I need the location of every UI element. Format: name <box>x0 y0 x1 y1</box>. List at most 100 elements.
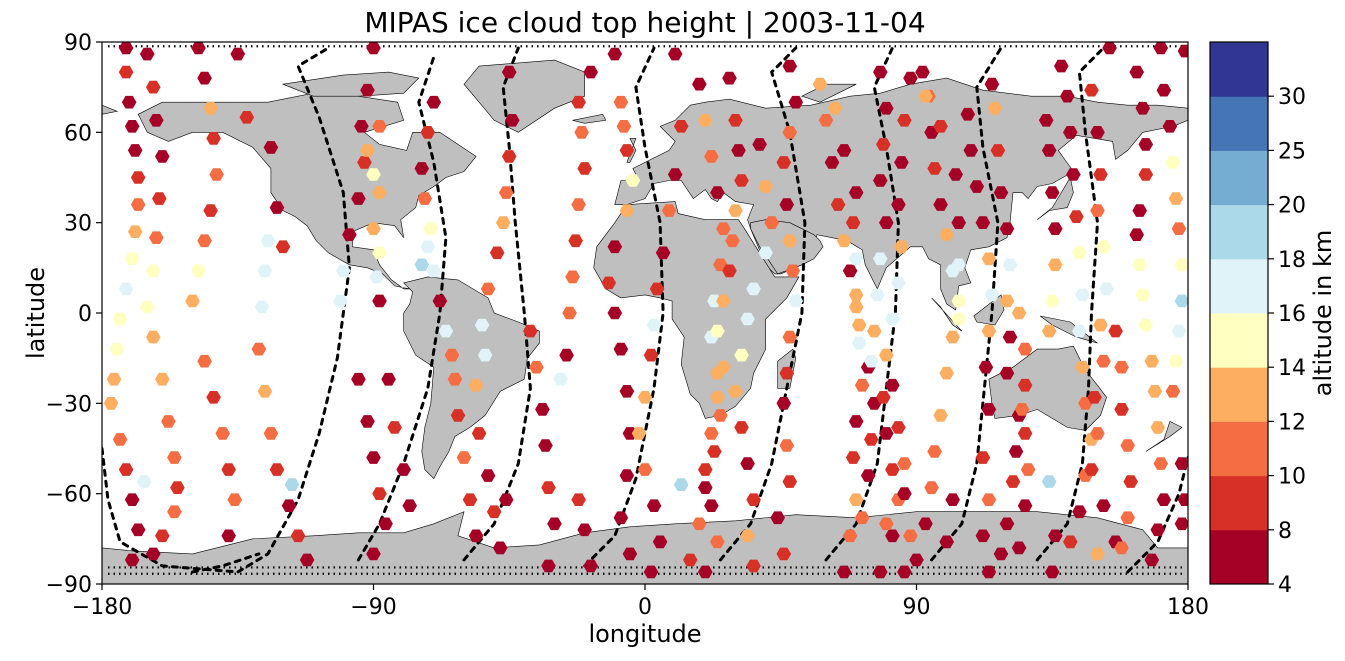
cloud-point <box>1069 210 1084 223</box>
y-tick-label: −60 <box>46 483 92 508</box>
cloud-point <box>221 463 236 476</box>
cloud-point <box>891 276 906 290</box>
cloud-point <box>683 553 698 567</box>
cloud-point <box>1177 493 1188 506</box>
cloud-point <box>692 517 707 531</box>
cloud-point <box>1048 222 1063 235</box>
cloud-point <box>975 216 991 229</box>
cloud-point <box>788 95 804 109</box>
cloud-point <box>788 294 804 308</box>
cloud-point <box>619 204 635 217</box>
cloud-point <box>1054 59 1069 73</box>
cloud-point <box>351 372 366 386</box>
cloud-point <box>1017 378 1033 392</box>
colorbar-segment <box>1210 313 1268 368</box>
cloud-point <box>136 475 152 488</box>
cloud-point <box>568 234 583 248</box>
cloud-point <box>860 469 876 482</box>
cloud-point <box>746 282 761 296</box>
cloud-point <box>740 457 755 470</box>
cloud-point <box>915 65 930 79</box>
cloud-point <box>1017 342 1033 356</box>
cloud-point <box>704 499 719 512</box>
cloud-point <box>710 324 725 338</box>
cloud-point <box>854 378 870 392</box>
cloud-point <box>740 312 755 326</box>
cloud-point <box>498 493 514 506</box>
y-tick-label: 60 <box>64 121 92 146</box>
cloud-point <box>873 65 888 79</box>
cloud-point <box>480 469 496 482</box>
cloud-point <box>1168 354 1184 368</box>
colorbar-tick-label: 30 <box>1278 85 1306 110</box>
cloud-point <box>1063 126 1078 139</box>
cloud-point <box>981 565 997 579</box>
cloud-point <box>124 252 140 266</box>
cloud-point <box>1045 186 1060 199</box>
cloud-point <box>372 487 387 500</box>
cloud-point <box>1045 294 1060 308</box>
cloud-point <box>1093 168 1108 181</box>
cloud-point <box>607 306 623 320</box>
cloud-point <box>130 523 146 537</box>
cloud-point <box>1048 529 1063 543</box>
cloud-point <box>103 397 119 410</box>
cloud-point <box>842 264 858 278</box>
cloud-point <box>209 168 224 181</box>
cloud-point <box>1144 553 1160 567</box>
cloud-point <box>1072 246 1087 260</box>
cloud-point <box>480 282 496 296</box>
colorbar-tick-label: 14 <box>1278 356 1306 381</box>
cloud-point <box>1174 294 1188 308</box>
cloud-point <box>366 547 381 561</box>
cloud-point <box>118 65 134 79</box>
cloud-point <box>281 499 297 512</box>
cloud-point <box>713 409 728 422</box>
cloud-point <box>1096 499 1111 512</box>
colorbar-segment <box>1210 150 1268 206</box>
cloud-point <box>1177 44 1188 58</box>
cloud-point <box>698 463 713 476</box>
cloud-point <box>112 433 128 446</box>
cloud-point <box>489 246 505 260</box>
cloud-point <box>885 529 900 543</box>
cloud-point <box>960 107 976 121</box>
land-shape <box>931 297 963 332</box>
chart-title: MIPAS ice cloud top height | 2003-11-04 <box>364 6 925 39</box>
cloud-point <box>848 252 864 266</box>
cloud-point <box>716 294 731 308</box>
cloud-point <box>776 156 792 169</box>
cloud-point <box>782 330 798 344</box>
land-shape <box>593 201 800 419</box>
cloud-point <box>876 138 891 151</box>
cloud-point <box>1138 318 1154 332</box>
x-tick-label: 0 <box>638 595 652 620</box>
cloud-point <box>574 126 589 139</box>
cloud-point <box>167 505 182 519</box>
cloud-point <box>1060 89 1075 103</box>
cloud-point <box>351 192 366 205</box>
cloud-point <box>420 126 436 139</box>
cloud-point <box>553 372 568 386</box>
colorbar: 4 8 10 12 14 16 18 20 25 30 <box>1209 41 1306 598</box>
cloud-point <box>876 391 891 404</box>
cloud-point <box>836 565 852 579</box>
cloud-point <box>999 366 1015 380</box>
land-shape <box>572 113 607 124</box>
colorbar-tick-label: 8 <box>1278 519 1292 544</box>
cloud-point <box>728 114 743 127</box>
cloud-point <box>779 366 795 380</box>
cloud-point <box>1002 330 1018 344</box>
cloud-point <box>438 324 454 338</box>
cloud-point <box>559 348 574 362</box>
cloud-point <box>692 77 707 91</box>
cloud-point <box>538 439 553 452</box>
cloud-point <box>230 47 246 61</box>
cloud-point <box>854 511 870 525</box>
cloud-point <box>185 294 200 308</box>
cloud-point <box>203 204 218 217</box>
cloud-point <box>975 529 991 543</box>
cloud-point <box>999 222 1015 235</box>
cloud-point <box>758 246 773 260</box>
